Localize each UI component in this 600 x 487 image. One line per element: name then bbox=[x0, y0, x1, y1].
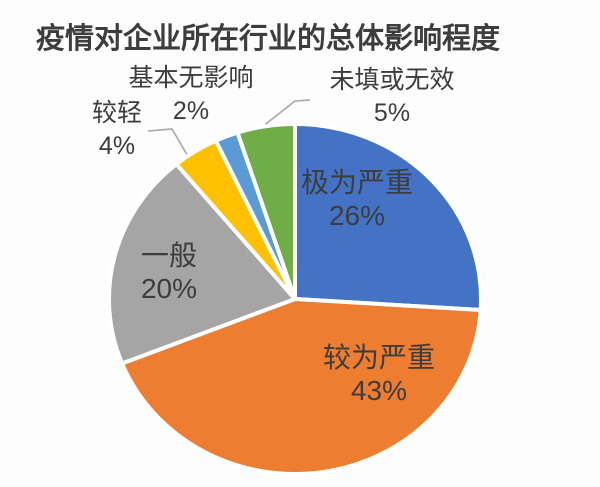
slice-label-name: 较轻 bbox=[91, 99, 143, 127]
slice-label-extremely-severe: 极为严重 26% bbox=[301, 166, 413, 232]
slice-label-name: 未填或无效 bbox=[329, 66, 455, 94]
slice-label-percent: 2% bbox=[172, 97, 210, 125]
slice-label-basically-no-impact: 基本无影响 2% bbox=[128, 62, 253, 128]
slice-label-name: 基本无影响 bbox=[128, 64, 254, 92]
pie-slice-moderate bbox=[107, 162, 297, 366]
slice-label-name: 较为严重 bbox=[322, 342, 436, 373]
pie-slice-not-filled-or-invalid bbox=[235, 122, 297, 301]
pie-slice-extremely-severe bbox=[293, 122, 483, 312]
pie-slice-relatively-severe bbox=[120, 297, 483, 476]
slice-label-name: 一般 bbox=[140, 240, 198, 271]
slice-label-percent: 43% bbox=[350, 375, 408, 406]
slice-label-percent: 5% bbox=[373, 99, 411, 127]
slice-label-name: 极为严重 bbox=[300, 167, 414, 198]
slice-label-not-filled-or-invalid: 未填或无效 5% bbox=[329, 64, 454, 130]
slice-label-slight: 较轻 4% bbox=[92, 97, 142, 163]
leader-line-slight bbox=[147, 128, 190, 159]
leader-line-not-filled-or-invalid bbox=[261, 99, 311, 128]
slice-label-moderate: 一般 20% bbox=[141, 239, 197, 305]
slice-label-relatively-severe: 较为严重 43% bbox=[323, 341, 435, 407]
slice-label-percent: 26% bbox=[328, 200, 386, 231]
chart-title: 疫情对企业所在行业的总体影响程度 bbox=[35, 23, 500, 55]
slice-label-percent: 20% bbox=[140, 273, 198, 304]
slice-label-percent: 4% bbox=[98, 132, 136, 160]
